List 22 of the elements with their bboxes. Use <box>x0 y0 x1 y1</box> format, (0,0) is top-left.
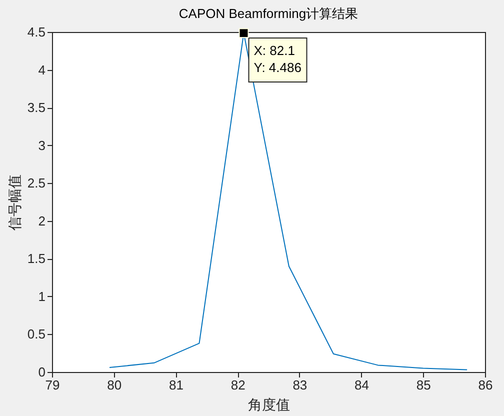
y-axis-title: 信号幅值 <box>6 174 22 230</box>
y-tick-label: 0.5 <box>27 326 46 342</box>
x-tick-label: 86 <box>478 378 493 392</box>
x-tick-label: 82 <box>230 378 246 392</box>
x-tick-label: 83 <box>292 378 308 392</box>
y-tick-label: 4.5 <box>27 24 46 40</box>
y-tick-label: 2 <box>38 213 46 228</box>
x-tick-label: 80 <box>107 378 122 392</box>
x-axis-title: 角度值 <box>248 396 290 412</box>
x-tick-label: 79 <box>45 378 60 392</box>
y-tick-label: 1 <box>38 288 46 304</box>
chart-title: CAPON Beamforming计算结果 <box>178 6 358 21</box>
x-tick-label: 81 <box>168 378 184 392</box>
annotation: X: 82.1 Y: 4.486 <box>254 43 302 76</box>
y-tick-label: 2.5 <box>27 176 46 191</box>
y-tick-label: 0 <box>38 364 46 380</box>
y-tick-label: 3 <box>38 138 46 153</box>
y-tick-label: 1.5 <box>27 251 46 266</box>
y-tick-label: 3.5 <box>27 100 46 116</box>
x-tick-label: 84 <box>354 378 370 392</box>
x-tick-label: 85 <box>416 378 431 392</box>
y-tick-label: 4 <box>38 62 46 78</box>
